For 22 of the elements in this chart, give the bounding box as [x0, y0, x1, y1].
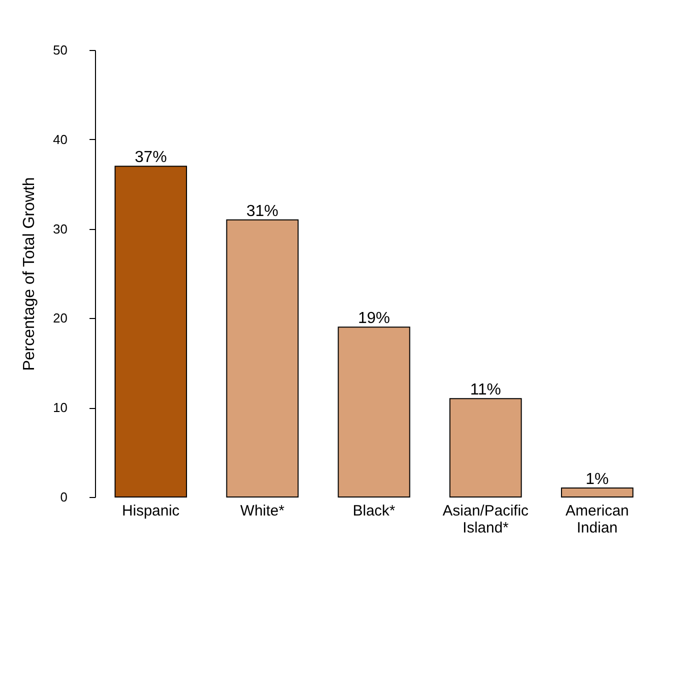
y-tick-label: 50 [53, 42, 68, 58]
x-tick-label: American Indian [566, 502, 629, 536]
data-label: 1% [586, 471, 609, 488]
bar [560, 488, 634, 498]
x-tick-label: White* [240, 502, 285, 520]
y-tick-label: 10 [53, 400, 68, 416]
data-label: 11% [470, 382, 502, 399]
data-label: 19% [358, 310, 390, 328]
x-tick-label: Asian/Pacific Island* [442, 502, 530, 536]
data-label: 31% [246, 202, 278, 220]
y-tick-label: 0 [60, 490, 68, 504]
bar [114, 166, 188, 498]
bar [449, 398, 522, 498]
x-tick-label: Hispanic [122, 502, 180, 520]
y-axis-title: Percentage of Total Growth [21, 177, 38, 371]
x-tick-label: Black* [352, 502, 396, 520]
y-tick-label: 30 [53, 221, 68, 236]
bar [226, 219, 299, 498]
y-tick-label: 20 [53, 310, 68, 326]
y-tick-label: 40 [53, 132, 68, 147]
bar [338, 326, 410, 498]
data-label: 37% [134, 149, 167, 166]
